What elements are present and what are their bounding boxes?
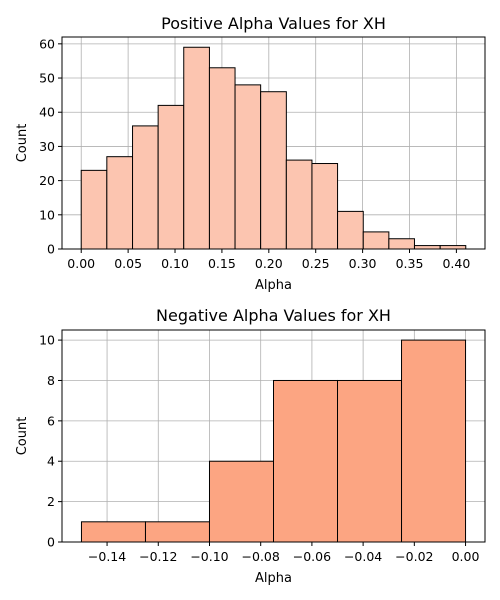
histogram-bar [208, 67, 236, 250]
histogram-bar [183, 46, 210, 250]
histogram-bar [132, 125, 159, 250]
histogram-bar [439, 245, 467, 250]
y-tick-label: 20 [39, 173, 55, 188]
x-tick-label: −0.10 [190, 549, 228, 564]
y-tick-label: 10 [39, 207, 55, 222]
y-tick-label: 6 [47, 413, 55, 428]
x-tick-label: 0.25 [302, 256, 330, 271]
histogram-bar [208, 460, 274, 543]
histogram-bar [80, 169, 108, 250]
y-tick-label: 0 [47, 242, 55, 257]
y-tick-label: 40 [39, 105, 55, 120]
y-axis-label: Count [15, 124, 30, 163]
chart-positive-alpha: Positive Alpha Values for XH 0.00 0.05 0.1… [15, 14, 486, 293]
x-tick-label: 0.05 [114, 256, 142, 271]
x-tick-label: −0.08 [242, 549, 280, 564]
x-tick-label: 0.20 [255, 256, 283, 271]
y-tick-label: 30 [39, 139, 55, 154]
histogram-bar [80, 521, 146, 543]
x-tick-label: 0.00 [67, 256, 95, 271]
chart-title: Positive Alpha Values for XH [161, 14, 386, 33]
histogram-bar [273, 379, 339, 543]
x-axis-label: Alpha [255, 278, 292, 293]
histogram-bar [362, 231, 390, 250]
y-tick-label: 2 [47, 494, 55, 509]
plot-frame [61, 329, 486, 543]
histogram-bar [144, 521, 210, 543]
x-tick-label: 0.30 [349, 256, 377, 271]
chart-title: Negative Alpha Values for XH [156, 306, 391, 325]
x-tick-label: −0.02 [395, 549, 433, 564]
y-tick-label: 4 [47, 454, 55, 469]
y-tick-label: 8 [47, 373, 55, 388]
x-tick-label: 0.35 [396, 256, 424, 271]
x-tick-label: −0.12 [139, 549, 177, 564]
y-tick-label: 10 [39, 333, 55, 348]
histogram-bar [388, 238, 415, 250]
y-tick-label: 60 [39, 36, 55, 51]
x-tick-label: −0.06 [293, 549, 331, 564]
histogram-bar [337, 379, 403, 543]
histogram-bar [157, 104, 185, 250]
histogram-bar [285, 159, 313, 250]
x-tick-label: 0.40 [442, 256, 470, 271]
x-axis-label: Alpha [255, 571, 292, 586]
y-tick-label: 50 [39, 71, 55, 86]
chart-negative-alpha: Negative Alpha Values for XH −0.14 −0.12−… [15, 306, 486, 586]
histogram-bar [401, 339, 467, 543]
histogram-bar [234, 84, 262, 250]
x-tick-label: 0.00 [452, 549, 480, 564]
histogram-bar [106, 156, 134, 250]
plot-frame [61, 36, 486, 250]
x-tick-label: 0.15 [208, 256, 236, 271]
y-axis-label: Count [15, 417, 30, 456]
x-tick-label: 0.10 [161, 256, 189, 271]
x-tick-label: −0.14 [88, 549, 126, 564]
y-tick-label: 0 [47, 535, 55, 550]
histogram-bar [413, 245, 441, 250]
histogram-bar [337, 210, 364, 250]
histogram-bar [311, 163, 339, 250]
histogram-bar [260, 91, 287, 250]
x-tick-label: −0.04 [344, 549, 382, 564]
